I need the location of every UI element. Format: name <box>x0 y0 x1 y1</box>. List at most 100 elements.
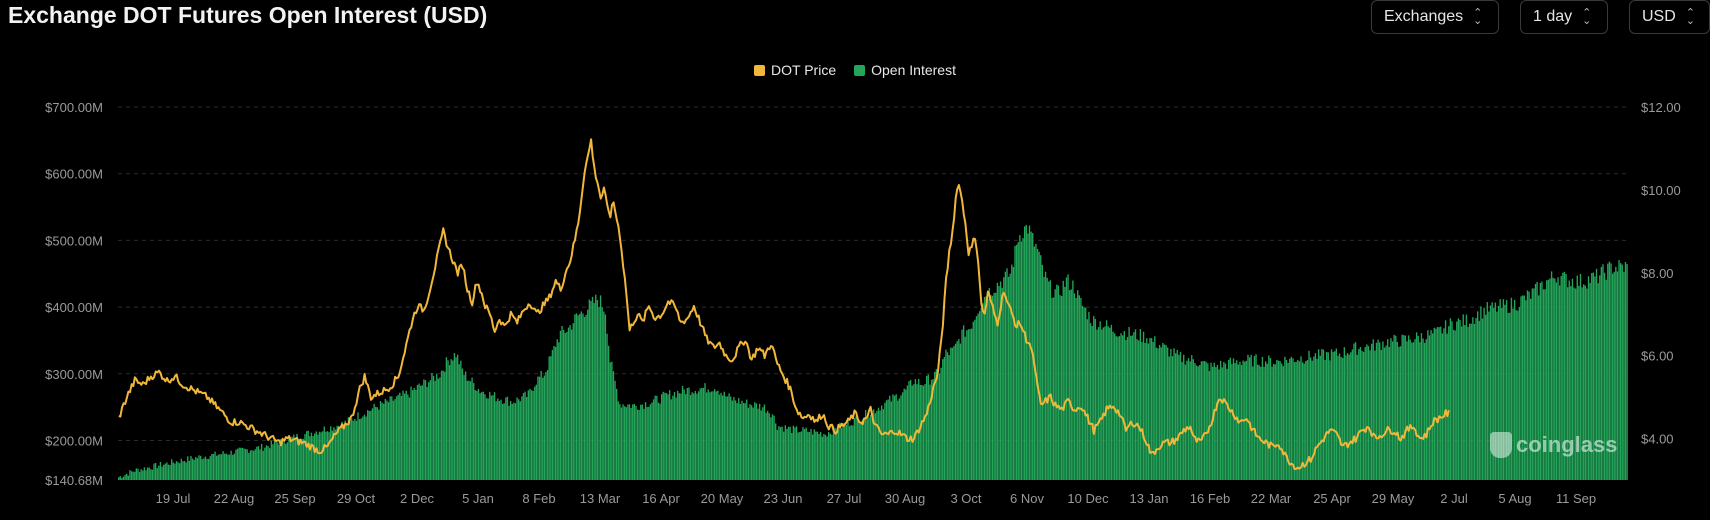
x-tick-label: 30 Aug <box>885 491 926 506</box>
oi-bar <box>350 418 353 480</box>
chevron-up-down-icon: ⌃ ⌄ <box>1582 7 1592 27</box>
oi-bar <box>1383 347 1386 480</box>
oi-bar <box>1109 327 1111 480</box>
oi-bar <box>1602 264 1604 480</box>
oi-bar <box>1579 273 1582 480</box>
oi-bar <box>1046 277 1048 480</box>
x-tick-label: 19 Jul <box>156 491 191 506</box>
oi-bar <box>847 420 849 480</box>
oi-bar <box>873 409 875 480</box>
oi-bar <box>746 399 748 480</box>
oi-bar <box>171 459 173 480</box>
oi-bar <box>1093 316 1095 480</box>
oi-bar <box>1353 343 1355 480</box>
oi-bar <box>929 384 931 480</box>
oi-bar <box>1015 244 1018 480</box>
oi-bar <box>1231 363 1233 480</box>
legend-swatch-price <box>754 64 766 76</box>
x-tick-label: 25 Sep <box>274 491 315 506</box>
oi-bar <box>1207 363 1209 480</box>
oi-bar <box>130 471 133 480</box>
oi-bar <box>534 386 536 480</box>
oi-bar <box>901 392 904 480</box>
oi-bar <box>596 300 599 480</box>
oi-bar <box>906 385 909 480</box>
oi-bar <box>662 391 664 480</box>
oi-bar <box>225 453 227 480</box>
chart-title: Exchange DOT Futures Open Interest (USD) <box>8 2 488 28</box>
oi-bar <box>126 473 128 480</box>
oi-bar <box>508 405 510 480</box>
oi-bar <box>654 395 656 480</box>
oi-bar <box>665 393 668 480</box>
oi-bar <box>635 405 637 480</box>
oi-bar <box>442 370 444 480</box>
oi-bar <box>1351 349 1354 480</box>
oi-bar <box>1123 331 1125 480</box>
oi-bar <box>538 376 541 480</box>
oi-bar <box>1056 284 1058 480</box>
oi-bar <box>1554 278 1556 480</box>
oi-bar <box>448 365 451 480</box>
oi-bar <box>1266 363 1268 480</box>
oi-bar <box>736 403 738 480</box>
oi-bar <box>246 449 248 480</box>
oi-bar <box>203 458 205 480</box>
oi-bar <box>889 395 891 480</box>
exchanges-select[interactable]: Exchanges ⌃ ⌄ <box>1371 0 1499 34</box>
oi-bar <box>360 418 362 480</box>
oi-bar <box>982 303 984 480</box>
oi-bar <box>844 423 846 480</box>
oi-bar <box>259 449 261 480</box>
oi-bar <box>493 392 496 480</box>
oi-bar <box>439 377 441 480</box>
oi-bar <box>680 393 682 480</box>
x-tick-label: 2 Dec <box>400 491 434 506</box>
oi-bar <box>1044 271 1047 480</box>
oi-bar <box>1215 367 1217 480</box>
oi-bar <box>1375 342 1378 480</box>
oi-bar <box>627 404 629 480</box>
oi-bar <box>1404 335 1407 480</box>
oi-bar <box>630 408 632 480</box>
oi-bar <box>342 424 345 480</box>
oi-bar <box>1520 296 1522 480</box>
oi-bar <box>1308 350 1310 480</box>
oi-bar <box>1364 347 1366 480</box>
oi-bar <box>836 430 838 480</box>
oi-bar <box>1518 307 1521 480</box>
oi-bar <box>723 391 725 480</box>
oi-bar <box>392 400 395 480</box>
oi-bar <box>588 299 591 480</box>
oi-bar <box>1072 280 1074 480</box>
oi-bar <box>1411 342 1413 480</box>
oi-bar <box>900 395 902 480</box>
oi-bar <box>590 300 592 480</box>
oi-bar <box>1584 285 1586 480</box>
oi-bar <box>1465 314 1468 480</box>
oi-bar <box>919 384 921 480</box>
oi-bar <box>1533 288 1535 480</box>
oi-bar <box>185 462 187 480</box>
oi-bar <box>530 390 533 480</box>
legend-item-oi[interactable]: Open Interest <box>854 62 956 78</box>
legend-item-price[interactable]: DOT Price <box>754 62 836 78</box>
oi-bar <box>633 403 636 480</box>
currency-select[interactable]: USD ⌃ ⌄ <box>1629 0 1710 34</box>
oi-bar <box>1048 281 1050 480</box>
interval-select[interactable]: 1 day ⌃ ⌄ <box>1520 0 1608 34</box>
oi-bar <box>742 403 745 480</box>
oi-bar <box>985 296 987 480</box>
oi-bar <box>1611 273 1614 480</box>
oi-bar <box>1549 278 1551 480</box>
oi-bar <box>379 401 382 480</box>
oi-bar <box>1038 251 1040 480</box>
oi-bar <box>787 426 790 480</box>
oi-bar <box>182 461 184 480</box>
oi-bar <box>444 371 446 480</box>
oi-bar <box>1560 275 1562 480</box>
y-left-tick-label: $700.00M <box>45 100 103 115</box>
oi-bar <box>273 440 276 480</box>
oi-bar <box>1523 295 1525 480</box>
oi-bar <box>1253 356 1256 480</box>
